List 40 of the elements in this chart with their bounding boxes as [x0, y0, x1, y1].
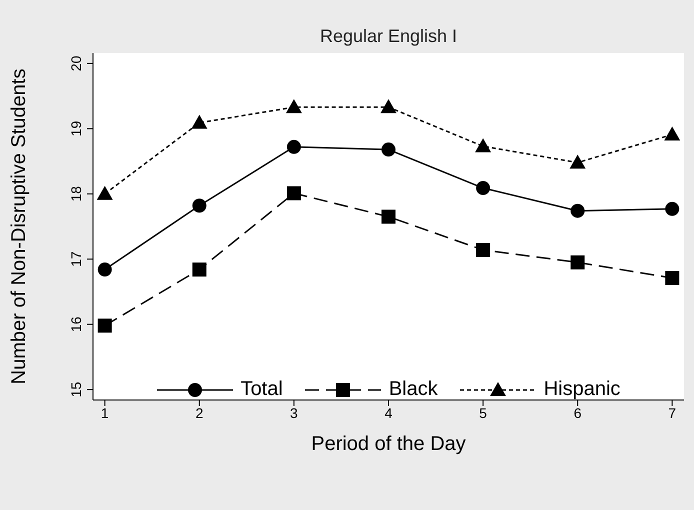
x-tick-label: 4 — [384, 404, 393, 421]
x-tick-label: 3 — [290, 404, 298, 421]
x-axis-title: Period of the Day — [311, 433, 466, 455]
point — [382, 210, 396, 224]
point — [476, 242, 490, 257]
point — [192, 198, 206, 213]
point — [382, 142, 396, 157]
point — [98, 318, 112, 333]
point — [96, 186, 113, 200]
point — [380, 99, 396, 114]
legend-label: Black — [388, 378, 438, 401]
point — [286, 99, 302, 114]
y-tick-label: 17 — [68, 251, 84, 267]
x-tick-label: 5 — [479, 404, 488, 421]
y-tick-label: 16 — [68, 316, 84, 332]
point — [98, 262, 112, 277]
x-tick-label: 6 — [574, 404, 582, 421]
x-tick-label: 2 — [195, 404, 204, 421]
point — [475, 138, 492, 152]
y-tick-label: 19 — [68, 120, 84, 136]
x-tick-label: 1 — [100, 404, 109, 421]
point — [570, 154, 586, 169]
point — [286, 140, 301, 154]
point — [665, 202, 680, 216]
x-tick-label: 7 — [668, 404, 676, 421]
chart-title: Regular English I — [318, 26, 458, 47]
point — [286, 186, 301, 200]
y-axis-title: Number of Non-Disruptive Students — [8, 68, 30, 384]
point — [570, 204, 585, 218]
point — [570, 255, 585, 270]
legend-label: Total — [240, 378, 283, 401]
y-tick-label: 20 — [68, 55, 84, 72]
point — [476, 181, 490, 196]
point — [191, 114, 208, 129]
legend-label: Hispanic — [544, 378, 620, 401]
point — [664, 126, 680, 141]
point — [192, 262, 206, 277]
y-tick-label: 18 — [68, 186, 84, 202]
y-tick-label: 15 — [68, 382, 84, 398]
point — [665, 271, 680, 286]
